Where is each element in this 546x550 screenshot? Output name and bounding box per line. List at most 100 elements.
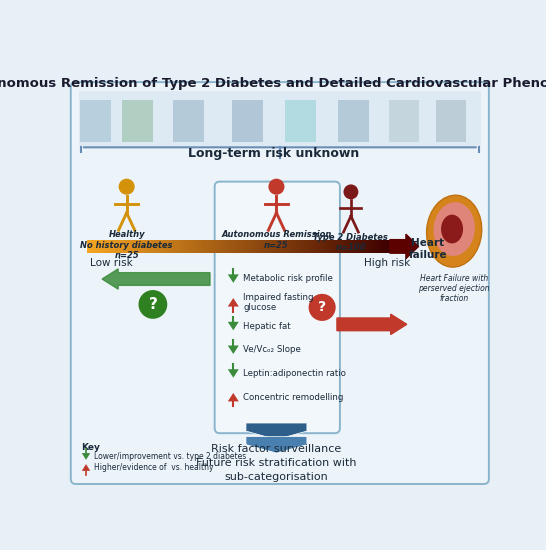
Bar [373,240,374,253]
Bar [133,240,134,253]
Text: Key: Key [81,443,100,453]
Bar [209,240,211,253]
Bar [378,240,379,253]
Bar [136,240,137,253]
Text: Higher/evidence of  vs. healthy: Higher/evidence of vs. healthy [94,463,213,472]
Bar [180,240,181,253]
Bar [157,240,158,253]
Bar [284,240,286,253]
FancyArrow shape [390,234,419,258]
Bar [183,240,185,253]
Bar [110,240,112,253]
Polygon shape [228,369,239,378]
Bar [147,240,148,253]
Bar [139,240,140,253]
Text: Hepatic fat: Hepatic fat [243,322,290,331]
FancyBboxPatch shape [215,182,340,433]
Bar [233,240,234,253]
Bar [123,240,125,253]
Bar [224,240,226,253]
Bar [202,240,204,253]
Bar [250,240,251,253]
Bar [210,240,212,253]
Bar [109,240,110,253]
Bar [242,240,244,253]
Bar [436,100,466,142]
Text: Impaired fasting
glucose: Impaired fasting glucose [243,293,313,312]
Text: ?: ? [149,297,157,312]
Bar [102,240,103,253]
Bar [211,240,213,253]
Bar [322,240,324,253]
Bar [156,240,157,253]
Bar [328,240,330,253]
Bar [94,240,96,253]
Bar [382,240,383,253]
Bar [301,240,302,253]
Bar [359,240,360,253]
Bar [304,240,306,253]
Bar [261,240,262,253]
Bar [241,240,242,253]
Bar [215,240,217,253]
Bar [145,240,146,253]
Bar [271,240,272,253]
Bar [127,240,128,253]
Bar [265,240,266,253]
Bar [263,240,264,253]
Bar [196,240,198,253]
Bar [239,240,240,253]
Bar [369,240,370,253]
Bar [352,240,353,253]
Bar [162,240,163,253]
Bar [121,240,122,253]
Bar [260,240,261,253]
Bar [235,240,237,253]
Bar [130,240,132,253]
Bar [277,240,278,253]
Bar [273,240,274,253]
Bar [375,240,376,253]
Bar [381,240,382,253]
Bar [235,240,236,253]
Bar [355,240,357,253]
Bar [141,240,142,253]
Bar [128,240,129,253]
Text: High risk: High risk [365,257,411,267]
Bar [192,240,194,253]
Bar [186,240,188,253]
Bar [106,240,108,253]
Bar [219,240,221,253]
Polygon shape [246,437,307,453]
Bar [330,240,332,253]
Bar [291,240,293,253]
Circle shape [139,290,167,319]
Bar [331,240,333,253]
Circle shape [118,179,135,195]
Bar [246,240,247,253]
Bar [313,240,314,253]
Bar [103,240,105,253]
Bar [93,240,95,253]
Bar [361,240,363,253]
Bar [205,240,207,253]
Bar [248,240,250,253]
Bar [134,240,135,253]
Bar [347,240,349,253]
Bar [275,240,276,253]
Bar [358,240,359,253]
Bar [177,240,179,253]
Circle shape [343,184,358,199]
Bar [377,240,378,253]
Bar [124,240,126,253]
Bar [120,240,121,253]
Bar [269,240,270,253]
Bar [383,240,384,253]
FancyBboxPatch shape [71,82,489,484]
Bar [181,240,182,253]
Bar [289,240,290,253]
Bar [285,240,287,253]
Bar [247,240,248,253]
Bar [342,240,344,253]
Bar [190,240,192,253]
